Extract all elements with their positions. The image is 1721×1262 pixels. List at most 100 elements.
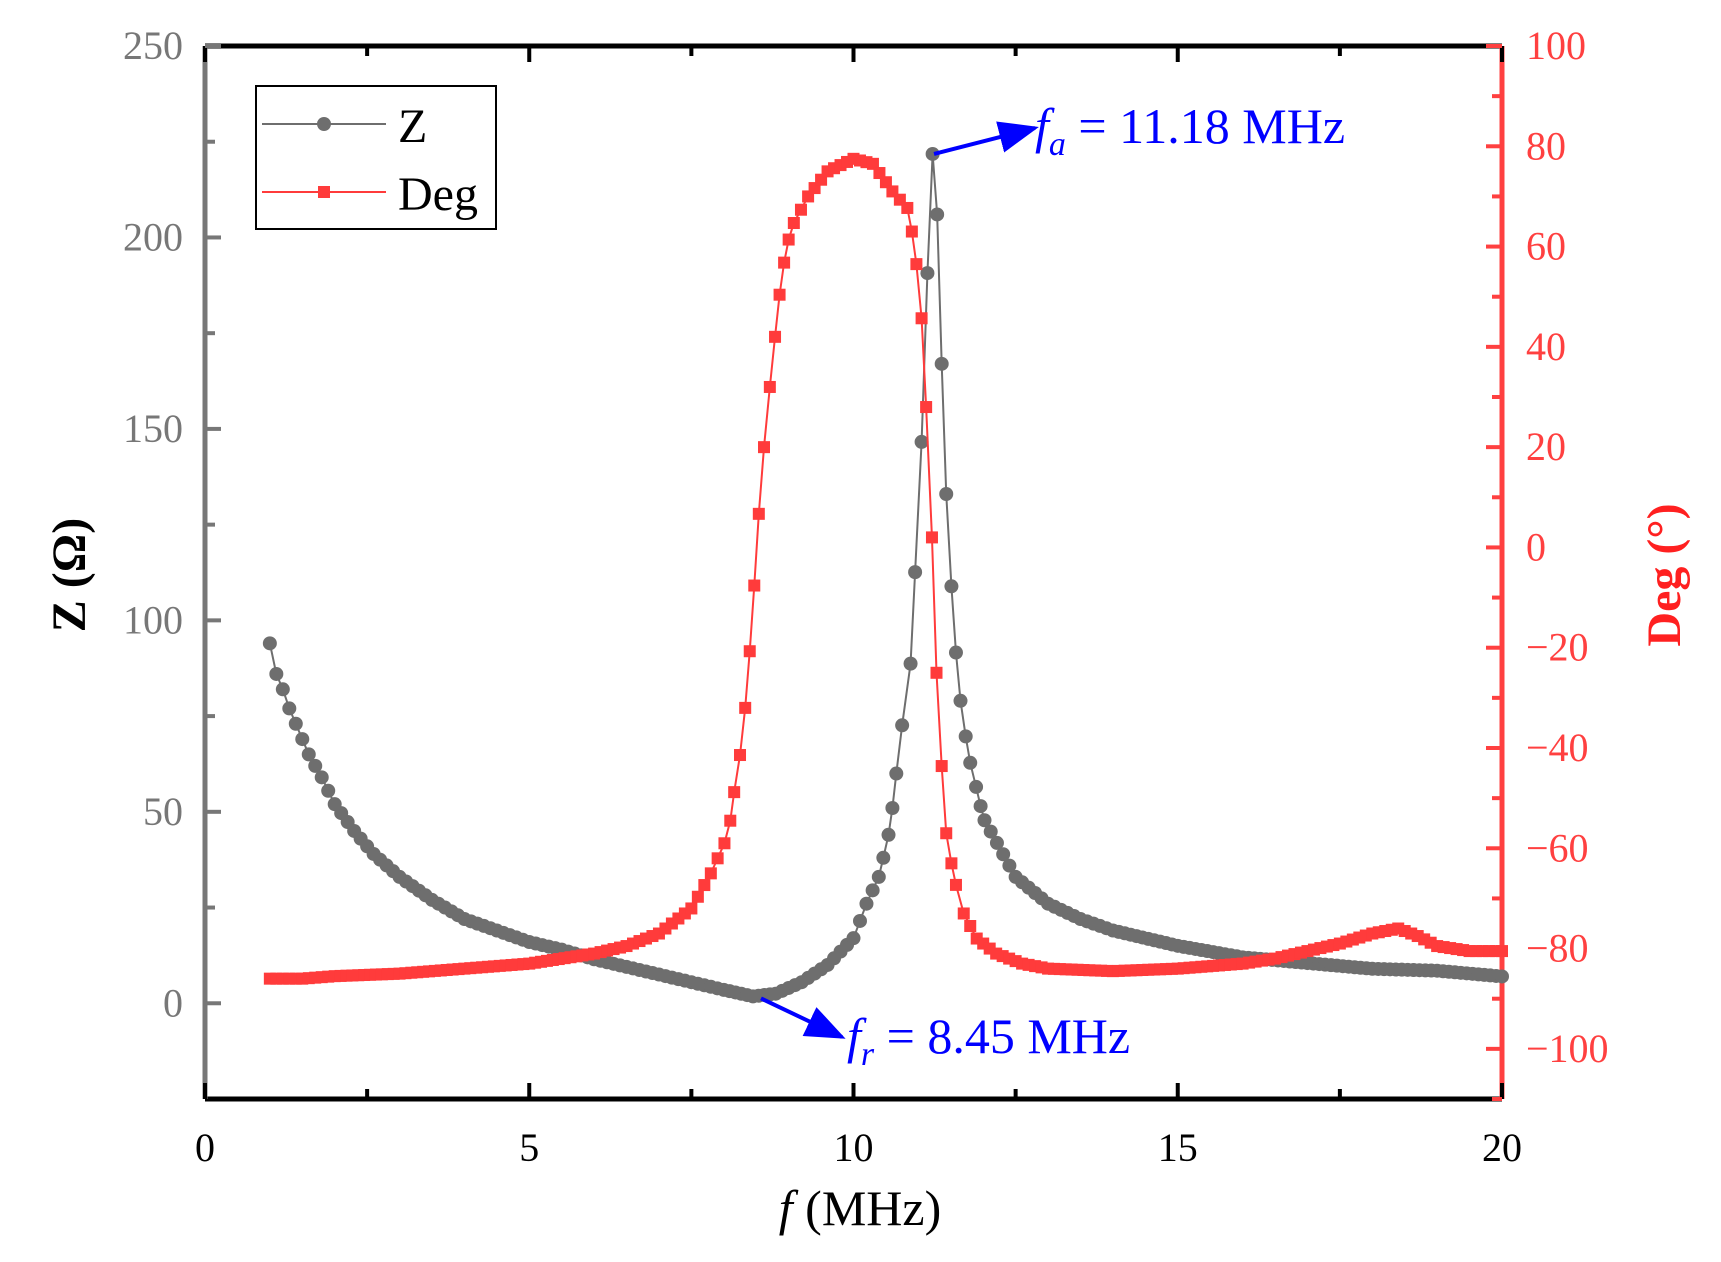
y-axis-right-label: Deg (°) (1638, 503, 1691, 646)
z-data-point (859, 896, 874, 911)
y-right-tick-label: 20 (1526, 424, 1566, 469)
deg-data-point (724, 814, 737, 827)
z-data-point (846, 931, 861, 946)
z-data-point (953, 693, 968, 708)
z-data-point (925, 146, 940, 161)
y-left-tick-label: 100 (123, 597, 183, 642)
z-data-point (881, 827, 896, 842)
y-right-tick-label: 80 (1526, 123, 1566, 168)
y-axis-left-label: Z (Ω) (43, 518, 96, 632)
z-data-point (1495, 969, 1509, 984)
x-axis-label-unit: (MHz) (793, 1180, 942, 1236)
z-data-point (944, 579, 959, 594)
deg-data-point (787, 217, 800, 230)
deg-data-point (734, 749, 747, 762)
y-right-tick-label: −60 (1526, 825, 1589, 870)
legend-z-label: Z (398, 100, 427, 153)
z-data-point (269, 666, 284, 681)
deg-data-point (778, 256, 791, 269)
z-data-point (865, 883, 880, 898)
deg-data-point (728, 786, 741, 799)
z-data-point (275, 682, 290, 697)
y-right-tick-label: −40 (1526, 725, 1589, 770)
deg-data-point (794, 203, 807, 216)
deg-data-point (873, 167, 886, 180)
deg-data-point (739, 701, 752, 714)
x-tick-label: 15 (1158, 1125, 1198, 1170)
deg-data-point (957, 907, 970, 920)
x-tick-label: 0 (195, 1125, 215, 1170)
deg-data-point (763, 380, 776, 393)
y-left-tick-label: 200 (123, 214, 183, 259)
z-data-point (262, 636, 277, 651)
x-axis-label: f (MHz) (779, 1180, 941, 1236)
deg-data-point (704, 867, 717, 880)
deg-data-point (930, 666, 943, 679)
z-data-point (973, 799, 988, 814)
deg-data-point (901, 201, 914, 214)
z-data-point (288, 716, 303, 731)
annotation-fr-value: = 8.45 MHz (874, 1008, 1130, 1064)
deg-data-point (964, 920, 977, 933)
z-data-point (282, 701, 297, 716)
z-data-point (895, 718, 910, 733)
z-data-point (295, 732, 310, 747)
y-right-tick-label: 40 (1526, 324, 1566, 369)
z-data-point (321, 783, 336, 798)
annotation-fa-subscript: a (1049, 126, 1066, 163)
legend-deg-label: Deg (398, 168, 478, 221)
y-right-tick-label: −20 (1526, 625, 1589, 670)
y-right-tick-label: −100 (1526, 1026, 1609, 1071)
z-data-point (903, 656, 918, 671)
z-data-point (934, 356, 949, 371)
deg-data-point (940, 827, 953, 840)
deg-data-point (698, 879, 711, 892)
z-data-point (308, 758, 323, 773)
legend: Z Deg (255, 85, 497, 230)
deg-data-point (691, 890, 704, 903)
deg-data-point (879, 176, 892, 189)
deg-data-point (711, 852, 724, 865)
series-layer (262, 146, 1509, 1004)
z-data-point (1002, 858, 1017, 873)
y-left-tick-label: 250 (123, 23, 183, 68)
z-data-point (939, 487, 954, 502)
z-data-point (930, 207, 945, 222)
deg-data-point (748, 579, 761, 592)
y-right-tick-label: 0 (1526, 524, 1546, 569)
deg-data-point (743, 645, 756, 658)
annotation-fa-value: = 11.18 MHz (1066, 98, 1345, 154)
deg-data-point (752, 507, 765, 520)
legend-deg-marker (318, 186, 330, 198)
x-tick-label: 5 (519, 1125, 539, 1170)
annotation-fr-subscript: r (861, 1036, 875, 1073)
z-data-point (920, 266, 935, 281)
x-tick-label: 20 (1482, 1125, 1522, 1170)
z-data-point (871, 869, 886, 884)
z-data-point (948, 645, 963, 660)
z-data-point (908, 565, 923, 580)
annotation-fr: fr = 8.45 MHz (847, 1008, 1130, 1073)
deg-data-point (920, 401, 933, 414)
deg-data-point (910, 258, 923, 271)
y-right-tick-label: −80 (1526, 926, 1589, 971)
z-data-point (958, 729, 973, 744)
y-left-tick-label: 150 (123, 406, 183, 451)
z-data-point (996, 847, 1011, 862)
z-data-point (983, 824, 998, 839)
x-tick-label: 10 (834, 1125, 874, 1170)
z-data-point (969, 779, 984, 794)
deg-data-point (945, 857, 958, 870)
z-data-point (889, 766, 904, 781)
z-data-point (989, 835, 1004, 850)
z-data-point (852, 913, 867, 928)
deg-data-point (866, 157, 879, 170)
deg-data-point (1496, 945, 1508, 958)
y-left-tick-label: 0 (163, 980, 183, 1025)
deg-data-point (925, 531, 938, 544)
y-right-tick-label: 60 (1526, 224, 1566, 269)
z-data-point (314, 770, 329, 785)
z-data-point (301, 747, 316, 762)
legend-box (255, 85, 497, 230)
